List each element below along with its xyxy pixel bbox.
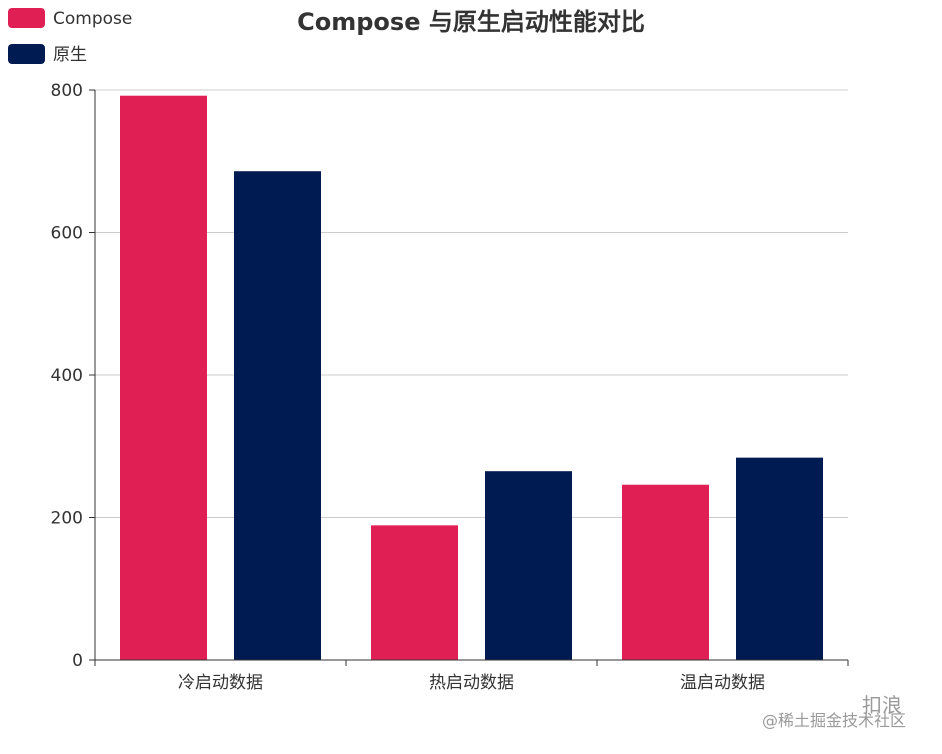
legend: Compose 原生	[8, 8, 132, 65]
legend-swatch-0[interactable]	[8, 8, 45, 28]
axes	[89, 89, 849, 666]
bar-1-2[interactable]	[736, 457, 823, 660]
bar-0-0[interactable]	[120, 95, 207, 660]
gridlines	[95, 89, 848, 518]
y-tick-label-3: 600	[51, 224, 83, 244]
legend-label-1[interactable]: 原生	[53, 45, 87, 65]
y-tick-label-2: 400	[51, 366, 83, 386]
y-tick-label-1: 200	[51, 509, 83, 529]
y-tick-label-4: 800	[51, 81, 83, 101]
x-tick-label-0: 冷启动数据	[178, 673, 263, 693]
bar-0-1[interactable]	[371, 525, 458, 660]
x-tick-label-2: 温启动数据	[680, 673, 765, 693]
legend-swatch-1[interactable]	[8, 44, 45, 64]
x-tick-label-1: 热启动数据	[429, 673, 514, 693]
bar-1-0[interactable]	[234, 171, 321, 660]
bar-0-2[interactable]	[622, 484, 709, 660]
watermark: 扣浪 @稀土掘金技术社区	[762, 693, 906, 730]
y-tick-label-0: 0	[72, 651, 83, 671]
legend-label-0[interactable]: Compose	[53, 9, 132, 29]
watermark-text: @稀土掘金技术社区	[762, 711, 906, 730]
watermark-logo-text: 扣浪	[862, 693, 902, 717]
bar-1-1[interactable]	[485, 471, 572, 660]
chart-title: Compose 与原生启动性能对比	[297, 8, 645, 36]
bars	[120, 95, 823, 660]
y-tick-labels: 0 200 400 600 800	[51, 81, 83, 671]
x-tick-labels: 冷启动数据 热启动数据 温启动数据	[178, 673, 765, 693]
